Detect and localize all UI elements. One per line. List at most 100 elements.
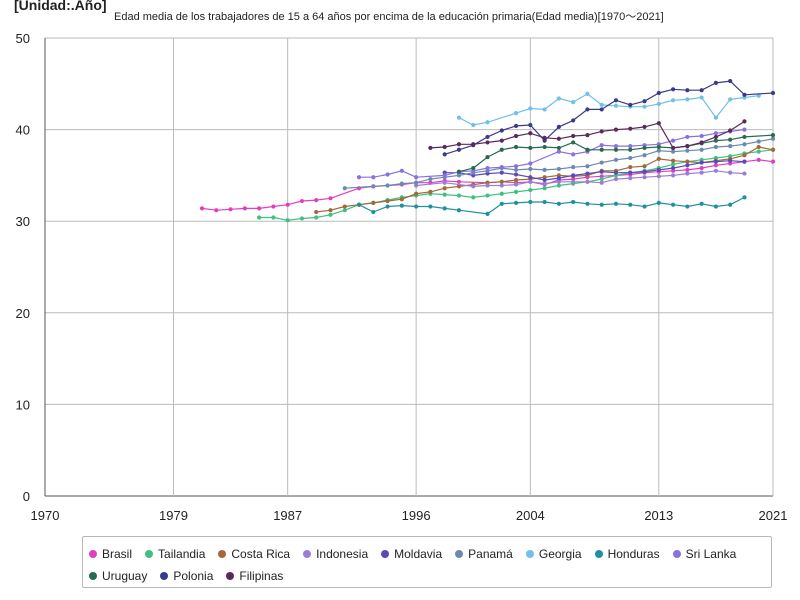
legend-item-filipinas[interactable]: Filipinas bbox=[226, 569, 283, 583]
data-point-brasil bbox=[257, 206, 262, 211]
legend-marker-icon bbox=[303, 550, 312, 558]
data-point-sri-lanka bbox=[528, 161, 533, 166]
data-point-moldavia bbox=[642, 169, 647, 174]
legend-label: Costa Rica bbox=[231, 547, 291, 561]
data-point-tailandia bbox=[271, 215, 276, 220]
data-point-indonesia bbox=[670, 173, 676, 178]
data-point-moldavia bbox=[499, 170, 504, 175]
data-point-indonesia bbox=[742, 171, 747, 176]
series-layer bbox=[199, 78, 776, 223]
data-point-costa-rica bbox=[428, 189, 433, 194]
legend-item-georgia[interactable]: Georgia bbox=[525, 547, 582, 561]
legend-item-brasil[interactable]: Brasil bbox=[89, 547, 132, 561]
legend-item-tailandia[interactable]: Tailandia bbox=[145, 547, 205, 561]
data-point-filipinas bbox=[542, 135, 547, 140]
legend-item-indonesia[interactable]: Indonesia bbox=[303, 547, 368, 561]
data-point-uruguay bbox=[556, 145, 561, 151]
data-point-sri-lanka bbox=[699, 133, 704, 139]
data-point-tailandia bbox=[485, 193, 490, 198]
legend-item-uruguay[interactable]: Uruguay bbox=[89, 569, 147, 583]
data-point-sri-lanka bbox=[513, 164, 519, 169]
data-point-georgia bbox=[599, 102, 604, 107]
data-point-tailandia bbox=[257, 215, 262, 220]
data-point-filipinas bbox=[642, 124, 647, 129]
data-point-costa-rica bbox=[656, 156, 661, 162]
data-point-moldavia bbox=[599, 169, 604, 174]
data-point-indonesia bbox=[556, 179, 561, 184]
legend-item-moldavia[interactable]: Moldavia bbox=[381, 547, 442, 561]
data-point-uruguay bbox=[728, 137, 733, 142]
data-point-polonia bbox=[713, 80, 719, 85]
data-point-moldavia bbox=[685, 163, 690, 168]
series-georgia bbox=[456, 91, 761, 128]
data-point-moldavia bbox=[542, 177, 547, 183]
data-point-indonesia bbox=[642, 175, 647, 180]
data-point-uruguay bbox=[542, 144, 547, 150]
data-point-honduras bbox=[456, 208, 462, 213]
data-point-sri-lanka bbox=[499, 165, 504, 170]
series-line-indonesia bbox=[416, 170, 745, 187]
series-polonia bbox=[442, 78, 776, 157]
series-honduras bbox=[356, 195, 747, 216]
legend-item-polonia[interactable]: Polonia bbox=[160, 569, 213, 583]
x-axis-ticks: 1970 1979 1987 1996 2004 2013 2021 bbox=[31, 508, 788, 523]
data-point-indonesia bbox=[628, 176, 633, 181]
data-point-costa-rica bbox=[456, 184, 462, 189]
data-point-brasil bbox=[242, 206, 247, 211]
data-point-sri-lanka bbox=[599, 143, 604, 148]
data-point-tailandia bbox=[342, 208, 347, 213]
legend-marker-icon bbox=[160, 572, 169, 580]
series-indonesia bbox=[414, 168, 747, 189]
legend-marker-icon bbox=[381, 550, 390, 558]
data-point-uruguay bbox=[456, 169, 462, 174]
data-point-brasil bbox=[456, 179, 462, 184]
data-point-polonia bbox=[656, 90, 661, 96]
data-point-brasil bbox=[328, 196, 333, 201]
x-tick-label: 2004 bbox=[516, 508, 545, 523]
data-point-filipinas bbox=[571, 133, 576, 139]
data-point-sri-lanka bbox=[442, 173, 447, 178]
data-point-panam- bbox=[456, 173, 462, 178]
legend-marker-icon bbox=[672, 550, 681, 558]
data-point-sri-lanka bbox=[713, 131, 719, 136]
legend-item-sri-lanka[interactable]: Sri Lanka bbox=[672, 547, 736, 561]
legend-item-panam-[interactable]: Panamá bbox=[455, 547, 513, 561]
legend-item-honduras[interactable]: Honduras bbox=[594, 547, 660, 561]
data-point-honduras bbox=[613, 201, 619, 206]
legend-marker-icon bbox=[226, 572, 235, 580]
legend-marker-icon bbox=[145, 550, 154, 558]
data-point-filipinas bbox=[556, 136, 561, 141]
data-point-honduras bbox=[428, 204, 433, 209]
data-point-sri-lanka bbox=[556, 149, 561, 154]
data-point-brasil bbox=[314, 198, 319, 203]
data-point-georgia bbox=[556, 96, 561, 101]
data-point-honduras bbox=[628, 202, 633, 207]
data-point-georgia bbox=[485, 120, 490, 125]
grid-lines bbox=[44, 37, 774, 497]
legend-item-costa-rica[interactable]: Costa Rica bbox=[218, 547, 290, 561]
data-point-polonia bbox=[699, 88, 704, 93]
legend-marker-icon bbox=[89, 550, 97, 558]
data-point-sri-lanka bbox=[742, 127, 747, 132]
data-point-panam- bbox=[685, 148, 690, 153]
data-point-filipinas bbox=[656, 121, 661, 126]
data-point-filipinas bbox=[670, 145, 676, 151]
data-point-filipinas bbox=[728, 128, 733, 133]
data-point-georgia bbox=[728, 97, 733, 102]
data-point-panam- bbox=[599, 160, 604, 165]
legend-marker-icon bbox=[525, 550, 534, 558]
data-point-sri-lanka bbox=[613, 143, 619, 149]
data-point-brasil bbox=[713, 163, 719, 168]
data-point-honduras bbox=[385, 204, 390, 209]
data-point-costa-rica bbox=[385, 198, 390, 204]
data-point-georgia bbox=[642, 104, 647, 109]
data-point-moldavia bbox=[585, 171, 590, 176]
data-point-honduras bbox=[713, 204, 719, 209]
data-point-filipinas bbox=[613, 127, 619, 132]
data-point-uruguay bbox=[513, 144, 519, 150]
legend-label: Indonesia bbox=[316, 547, 369, 561]
data-point-polonia bbox=[670, 87, 676, 92]
y-axis-ticks: 0 10 20 30 40 50 bbox=[16, 31, 30, 504]
data-point-georgia bbox=[656, 101, 661, 107]
legend-marker-icon bbox=[89, 572, 97, 580]
